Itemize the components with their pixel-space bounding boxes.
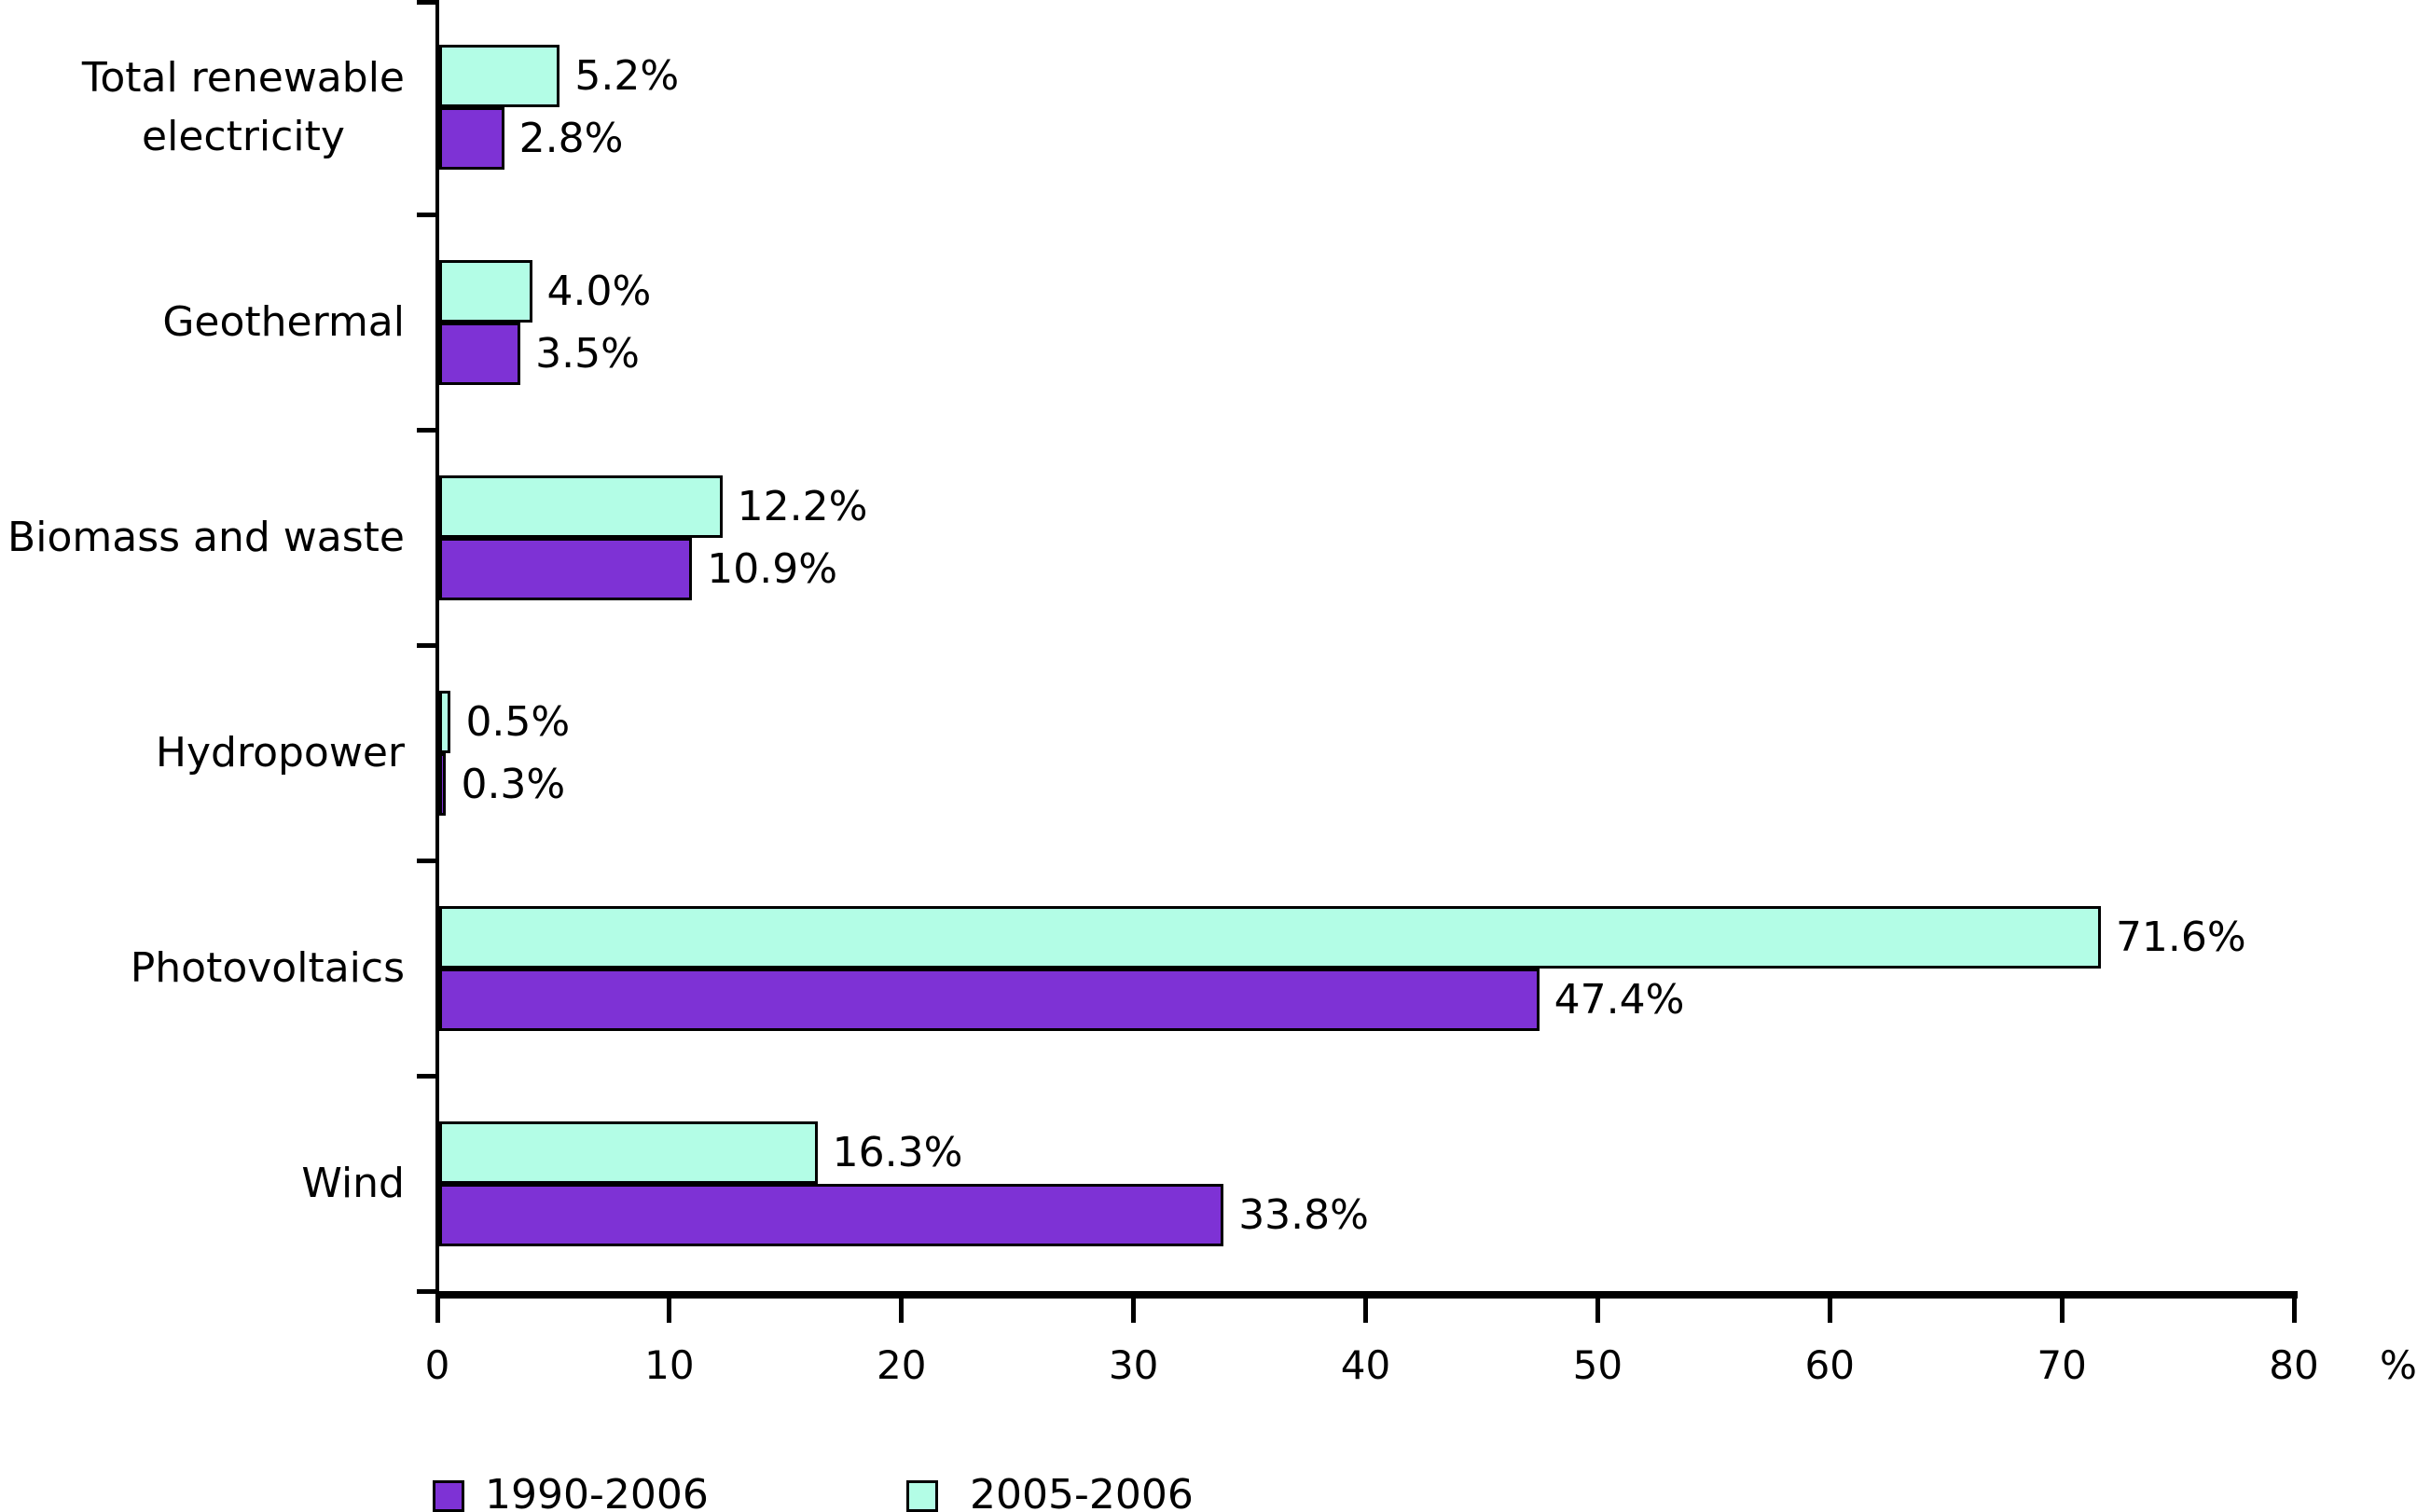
y-axis-tick: [417, 1288, 435, 1294]
category-label-text: Hydropower: [155, 729, 405, 777]
bar-value-label: 10.9%: [707, 545, 838, 594]
x-axis-tick: [1827, 1299, 1832, 1323]
bar-value-label: 0.5%: [465, 697, 571, 746]
x-axis-tick: [1131, 1299, 1137, 1323]
x-axis-tick: [1595, 1299, 1600, 1323]
category-label: Photovoltaics: [0, 860, 405, 1076]
x-axis-tick-label: 50: [1572, 1342, 1623, 1388]
plot-area: [435, 0, 2298, 1299]
y-axis-tick: [417, 1073, 435, 1079]
y-axis-tick: [417, 213, 435, 218]
bar-2005-2006: [439, 690, 451, 753]
bar-value-label: 47.4%: [1554, 975, 1685, 1024]
legend-label-2005-2006: 2005-2006: [970, 1471, 1194, 1512]
category-label-text: Biomass and waste: [7, 514, 405, 562]
x-axis-tick: [899, 1299, 905, 1323]
bar-2005-2006: [439, 905, 2101, 969]
bar-value-label: 33.8%: [1238, 1190, 1369, 1239]
y-axis-tick: [417, 643, 435, 648]
x-axis-tick-label: 70: [2037, 1342, 2087, 1388]
x-axis-tick: [435, 1299, 440, 1323]
category-label: Hydropower: [0, 646, 405, 861]
category-label: Geothermal: [0, 215, 405, 431]
x-axis-tick: [2059, 1299, 2065, 1323]
x-axis-tick: [667, 1299, 672, 1323]
y-axis-tick: [417, 858, 435, 863]
category-label-text: Total renewable electricity: [81, 53, 405, 161]
legend-swatch-1990-2006: [433, 1480, 464, 1512]
legend-label-1990-2006: 1990-2006: [485, 1471, 709, 1512]
x-axis-tick: [1363, 1299, 1368, 1323]
category-label-text: Wind: [301, 1159, 405, 1207]
category-label-text: Geothermal: [162, 298, 405, 347]
x-axis-tick-label: 30: [1108, 1342, 1159, 1388]
bar-value-label: 12.2%: [737, 483, 868, 531]
bar-value-label: 4.0%: [546, 268, 652, 316]
bar-1990-2006: [439, 323, 521, 386]
x-axis-tick-label: 10: [644, 1342, 695, 1388]
x-axis-tick: [2291, 1299, 2297, 1323]
x-axis-tick-label: 0: [424, 1342, 450, 1388]
bar-1990-2006: [439, 968, 1540, 1031]
bar-value-label: 2.8%: [518, 115, 624, 163]
bar-2005-2006: [439, 1120, 818, 1184]
bar-1990-2006: [439, 752, 447, 816]
x-axis-tick-label: 20: [877, 1342, 927, 1388]
y-axis-tick: [417, 0, 435, 5]
bar-value-label: 16.3%: [832, 1128, 963, 1176]
bar-2005-2006: [439, 260, 532, 323]
category-label-text: Photovoltaics: [130, 943, 405, 992]
bar-value-label: 0.3%: [461, 760, 566, 808]
bar-2005-2006: [439, 45, 560, 108]
category-label: Total renewable electricity: [0, 0, 405, 215]
x-axis-tick-label: 60: [1804, 1342, 1855, 1388]
bar-1990-2006: [439, 538, 693, 601]
category-label: Wind: [0, 1076, 405, 1291]
bar-value-label: 3.5%: [535, 330, 640, 378]
bar-1990-2006: [439, 1183, 1224, 1246]
bar-1990-2006: [439, 107, 504, 171]
bar-2005-2006: [439, 475, 723, 539]
x-axis-tick-label: 40: [1340, 1342, 1391, 1388]
y-axis-tick: [417, 428, 435, 433]
category-label: Biomass and waste: [0, 431, 405, 646]
bar-value-label: 71.6%: [2115, 913, 2246, 961]
x-axis-tick-label: 80: [2269, 1342, 2319, 1388]
bar-value-label: 5.2%: [574, 52, 680, 101]
x-axis-unit-label: %: [2380, 1342, 2417, 1388]
legend-swatch-2005-2006: [906, 1480, 938, 1512]
